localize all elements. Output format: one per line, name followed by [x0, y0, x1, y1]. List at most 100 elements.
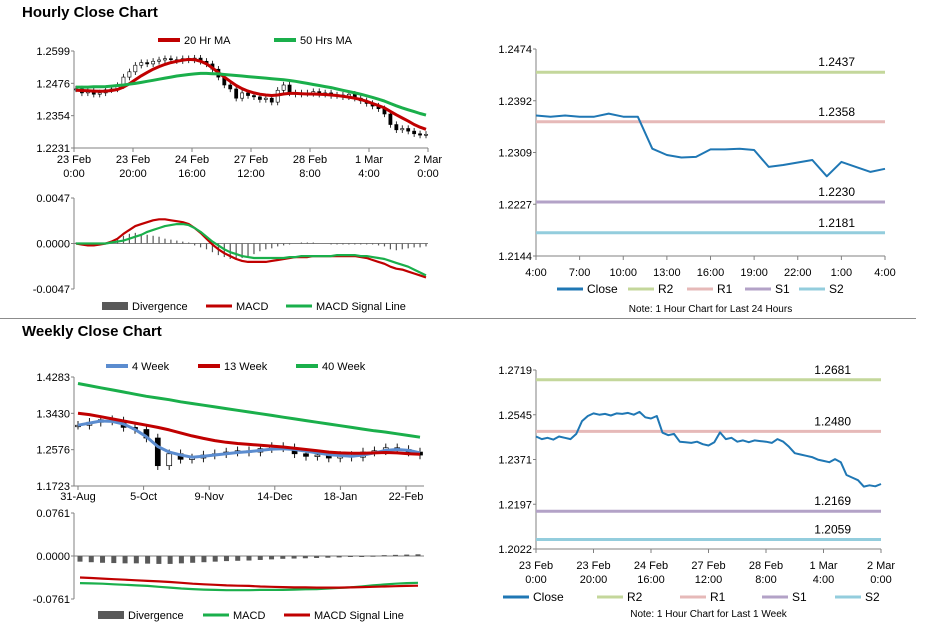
weekly-levels-y-tick: 1.2197	[498, 499, 532, 511]
hourly-candle	[287, 84, 292, 94]
weekly-price-y-tick: 1.1723	[36, 481, 70, 493]
weekly-levels-x-tick-time: 16:00	[637, 574, 665, 586]
weekly-levels-level-label: 1.2169	[814, 494, 851, 508]
weekly-candle	[303, 453, 309, 457]
hourly-candle	[234, 88, 239, 99]
weekly-levels-legend-label: R1	[710, 590, 726, 604]
weekly-macd-divergence-bar	[223, 556, 229, 562]
hourly-levels-x-tick: 10:00	[609, 267, 637, 279]
hourly-macd-y-tick: -0.0047	[33, 284, 70, 296]
weekly-candle	[166, 453, 173, 467]
hourly-macd-line	[76, 223, 427, 277]
hourly-candle	[151, 60, 156, 65]
hourly-section-title: Hourly Close Chart	[22, 4, 158, 21]
weekly-macd-chart: 0.0761 0.0000 -0.0761 Divergence MACD MACD Si…	[33, 508, 424, 622]
hourly-levels-x-tick: 19:00	[740, 267, 768, 279]
hourly-levels-x-tick: 16:00	[697, 267, 725, 279]
hourly-levels-x-tick: 4:00	[874, 267, 895, 279]
weekly-levels-legend-label: R2	[627, 590, 643, 604]
weekly-levels-x-tick-date: 1 Mar	[809, 560, 837, 572]
hourly-candle	[169, 58, 173, 60]
weekly-macd-divergence-bar	[201, 556, 207, 563]
weekly-macd-legend-label: Divergence	[128, 610, 184, 622]
hourly-levels-legend-label: S1	[775, 282, 790, 296]
hourly-levels-level-label: 1.2437	[818, 55, 855, 69]
hourly-price-x-tick-date: 23 Feb	[57, 154, 91, 166]
hourly-macd-legend-label: Divergence	[132, 301, 188, 313]
weekly-levels-x-tick-time: 20:00	[580, 574, 608, 586]
weekly-price-x-tick: 14-Dec	[257, 491, 293, 503]
hourly-candle	[388, 113, 393, 125]
weekly-macd-divergence-bar	[359, 556, 365, 557]
weekly-levels-close-line	[535, 410, 882, 488]
weekly-price-x-tick: 18-Jan	[324, 491, 358, 503]
weekly-macd-divergence-bar	[291, 556, 297, 559]
hourly-macd-legend-label: MACD	[236, 301, 268, 313]
hourly-levels-x-tick: 22:00	[784, 267, 812, 279]
hourly-price-x-tick-date: 24 Feb	[175, 154, 209, 166]
hourly-price-legend-label: 50 Hrs MA	[300, 35, 353, 47]
weekly-levels-note: Note: 1 Hour Chart for Last 1 Week	[630, 609, 788, 620]
hourly-candle	[145, 62, 150, 65]
weekly-macd-divergence-bar	[302, 556, 308, 559]
weekly-macd-line	[79, 576, 419, 589]
hourly-levels-legend-label: R1	[717, 282, 733, 296]
weekly-levels-x-tick-time: 0:00	[525, 574, 546, 586]
weekly-levels-x-tick-time: 0:00	[870, 574, 891, 586]
hourly-levels-x-tick: 7:00	[569, 267, 590, 279]
hourly-candle	[263, 97, 268, 100]
hourly-candle	[281, 84, 286, 91]
weekly-price-y-tick: 1.4283	[36, 372, 70, 384]
hourly-ma-line	[75, 57, 427, 131]
weekly-macd-divergence-bar	[336, 556, 342, 558]
weekly-levels-level-label: 1.2480	[814, 414, 851, 428]
weekly-macd-divergence-bar	[325, 556, 331, 558]
hourly-levels-x-tick: 1:00	[831, 267, 852, 279]
weekly-macd-divergence-bar	[77, 556, 83, 562]
weekly-macd-divergence-bar	[257, 556, 263, 560]
weekly-ma-line	[77, 382, 421, 439]
hourly-price-legend-label: 20 Hr MA	[184, 35, 231, 47]
weekly-ma-line	[77, 419, 421, 459]
hourly-candle	[269, 97, 274, 103]
hourly-levels-legend-label: Close	[587, 282, 618, 296]
hourly-price-y-tick: 1.2354	[36, 111, 70, 123]
weekly-levels-y-tick: 1.2022	[498, 544, 532, 556]
weekly-levels-x-tick-date: 28 Feb	[749, 560, 783, 572]
hourly-levels-chart: 1.2474 1.2392 1.2309 1.2227 1.2144 4:00 7:00 10…	[498, 44, 895, 315]
weekly-levels-x-tick-date: 2 Mar	[867, 560, 895, 572]
weekly-macd-divergence-bar	[235, 556, 241, 561]
hourly-macd-chart: 0.0047 0.0000 -0.0047 Divergence MACD MACD Si…	[33, 193, 428, 313]
hourly-ma-line	[76, 71, 427, 117]
hourly-price-x-tick-date: 27 Feb	[234, 154, 268, 166]
weekly-macd-divergence-bar	[246, 556, 252, 561]
hourly-levels-legend-label: S2	[829, 282, 844, 296]
weekly-price-x-tick: 5-Oct	[130, 491, 157, 503]
weekly-price-legend-label: 40 Week	[322, 361, 366, 373]
weekly-price-x-tick: 31-Aug	[60, 491, 95, 503]
hourly-price-x-tick-time: 0:00	[63, 168, 84, 180]
hourly-price-x-tick-date: 2 Mar	[414, 154, 442, 166]
hourly-macd-y-tick: 0.0000	[36, 239, 70, 251]
hourly-levels-y-tick: 1.2474	[498, 44, 532, 56]
hourly-price-x-tick-time: 4:00	[358, 168, 379, 180]
weekly-macd-divergence-bar	[178, 556, 184, 564]
hourly-levels-y-tick: 1.2144	[498, 251, 532, 263]
weekly-macd-divergence-bar	[212, 556, 218, 562]
weekly-levels-chart: 1.2719 1.2545 1.2371 1.2197 1.2022 23 Feb 0:00…	[498, 363, 895, 620]
hourly-candle	[97, 92, 102, 95]
weekly-macd-legend-label: MACD	[233, 610, 265, 622]
hourly-macd-legend-label: MACD Signal Line	[316, 301, 406, 313]
weekly-macd-divergence-bar	[347, 556, 353, 557]
hourly-candle	[424, 133, 428, 136]
hourly-candle	[394, 124, 399, 131]
hourly-candle	[406, 128, 411, 132]
hourly-candle	[139, 62, 144, 66]
weekly-price-x-tick: 22-Feb	[389, 491, 424, 503]
weekly-macd-divergence-bar	[111, 556, 117, 564]
weekly-macd-legend-label: MACD Signal Line	[314, 610, 404, 622]
hourly-macd-legend-swatch	[102, 302, 128, 310]
hourly-price-x-tick-date: 1 Mar	[355, 154, 383, 166]
weekly-levels-x-tick-date: 23 Feb	[519, 560, 553, 572]
